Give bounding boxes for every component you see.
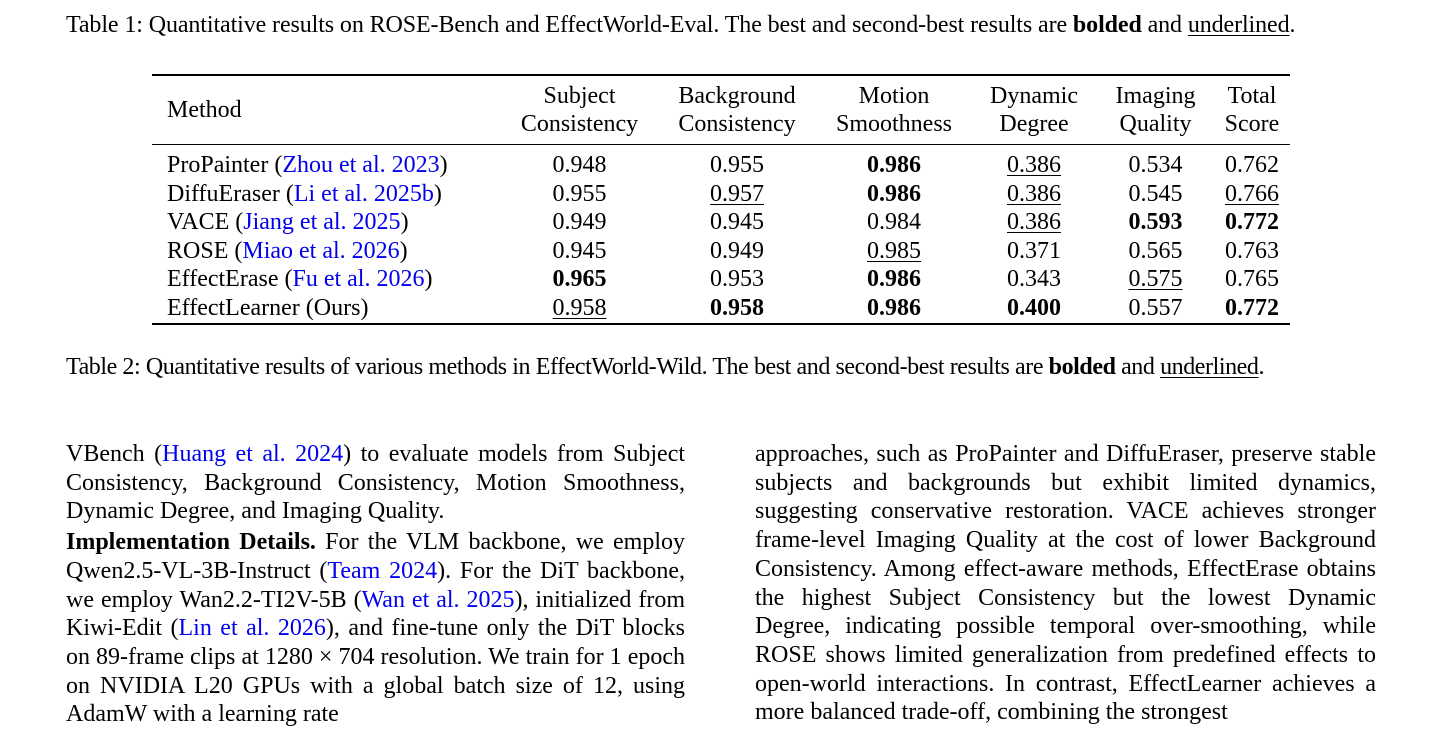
table-1-caption: Table 1: Quantitative results on ROSE-Be… xyxy=(66,11,1376,39)
score-cell: 0.386 xyxy=(1007,180,1061,207)
method-name: ROSE xyxy=(167,237,229,264)
score-cell: 0.945 xyxy=(552,237,607,264)
paragraph-comparison: approaches, such as ProPainter and Diffu… xyxy=(755,441,1376,726)
score-cell: 0.986 xyxy=(867,180,921,207)
score-cell: 0.575 xyxy=(1128,266,1183,292)
score-cell: 0.955 xyxy=(552,180,607,207)
method-name: ProPainter xyxy=(167,152,269,178)
caption-text: Table 1: Quantitative results on ROSE-Be… xyxy=(66,12,1073,38)
score-cell: 0.545 xyxy=(1128,180,1183,207)
citation-link[interactable]: Huang et al. 2024 xyxy=(162,441,344,467)
score-cell: 0.958 xyxy=(502,293,657,325)
table-row: EffectErase (Fu et al. 2026) 0.965 0.953 0.… xyxy=(152,265,1290,294)
citation-link[interactable]: Lin et al. 2026 xyxy=(178,615,326,642)
table-row: VACE (Jiang et al. 2025) 0.949 0.945 0.984 0… xyxy=(152,208,1290,237)
score-cell: 0.762 xyxy=(1225,152,1279,178)
score-cell: 0.945 xyxy=(710,209,764,235)
method-cell: EffectErase (Fu et al. 2026) xyxy=(167,266,433,292)
score-cell: 0.958 xyxy=(657,293,817,325)
score-cell: 0.763 xyxy=(1225,237,1279,264)
score-cell: 0.949 xyxy=(552,209,607,235)
method-cell: ROSE (Miao et al. 2026) xyxy=(167,237,408,264)
citation-link[interactable]: Miao et al. 2026 xyxy=(242,237,400,264)
caption-period: . xyxy=(1289,12,1296,38)
method-cell: ProPainter (Zhou et al. 2023) xyxy=(167,152,448,178)
score-cell: 0.557 xyxy=(1097,293,1214,325)
table-row: DiffuEraser (Li et al. 2025b) 0.955 0.957 0… xyxy=(152,180,1290,209)
score-cell: 0.955 xyxy=(710,152,764,178)
citation-link[interactable]: Zhou et al. 2023 xyxy=(282,152,440,178)
method-header: Method xyxy=(152,74,502,145)
citation-link[interactable]: Wan et al. 2025 xyxy=(361,586,515,613)
score-cell: 0.565 xyxy=(1128,237,1183,264)
score-cell: 0.948 xyxy=(552,152,607,178)
caption-bold-word: bolded xyxy=(1072,12,1142,38)
citation-link[interactable]: Fu et al. 2026 xyxy=(292,266,425,292)
score-cell: 0.343 xyxy=(1007,266,1061,292)
col-header-imaging: Imaging Quality xyxy=(1097,74,1214,145)
score-cell: 0.772 xyxy=(1225,209,1279,235)
method-cell: EffectLearner (Ours) xyxy=(152,293,502,325)
score-cell: 0.984 xyxy=(867,209,921,235)
score-cell: 0.953 xyxy=(710,266,764,292)
score-cell: 0.765 xyxy=(1225,266,1279,292)
method-name: EffectLearner (Ours) xyxy=(167,294,369,321)
score-cell: 0.772 xyxy=(1214,293,1290,325)
score-cell: 0.965 xyxy=(552,266,607,292)
method-cell: VACE (Jiang et al. 2025) xyxy=(167,209,409,235)
score-cell: 0.985 xyxy=(867,237,921,264)
right-text-column: approaches, such as ProPainter and Diffu… xyxy=(755,440,1376,727)
citation-link[interactable]: Jiang et al. 2025 xyxy=(243,209,401,235)
score-cell: 0.593 xyxy=(1128,209,1183,235)
table-row: EffectLearner (Ours) 0.958 0.958 0.986 0.400… xyxy=(152,293,1290,325)
col-header-background: Background Consistency xyxy=(657,74,817,145)
table-2-caption: Table 2: Quantitative results of various… xyxy=(66,353,1376,381)
method-name: DiffuEraser xyxy=(167,180,280,207)
method-name: EffectErase xyxy=(167,266,279,292)
method-name: VACE xyxy=(167,209,230,235)
score-cell: 0.949 xyxy=(710,237,764,264)
implementation-heading: Implementation Details. xyxy=(66,529,316,556)
caption-bold-word: bolded xyxy=(1048,354,1116,380)
col-header-motion: Motion Smoothness xyxy=(817,74,971,145)
caption-text: Table 2: Quantitative results of various… xyxy=(66,354,1049,380)
method-cell: DiffuEraser (Li et al. 2025b) xyxy=(167,180,442,207)
paragraph-implementation: Implementation Details. For the VLM back… xyxy=(66,529,686,728)
table-body: ProPainter (Zhou et al. 2023) 0.948 0.955 0… xyxy=(152,145,1290,325)
caption-and: and xyxy=(1115,354,1161,380)
paragraph-vbench: VBench (Huang et al. 2024) to evaluate m… xyxy=(66,441,686,525)
col-header-total: Total Score xyxy=(1214,74,1290,145)
score-cell: 0.386 xyxy=(1007,152,1061,178)
table-row: ROSE (Miao et al. 2026) 0.945 0.949 0.985 0.… xyxy=(152,237,1290,266)
score-cell: 0.957 xyxy=(710,180,764,207)
table-header-row: Method Subject Consistency Background Cons… xyxy=(152,74,1290,145)
table-row: ProPainter (Zhou et al. 2023) 0.948 0.955 0… xyxy=(152,145,1290,180)
citation-link[interactable]: Team 2024 xyxy=(327,557,438,584)
score-cell: 0.371 xyxy=(1007,237,1061,264)
score-cell: 0.400 xyxy=(971,293,1097,325)
caption-period: . xyxy=(1258,354,1265,380)
col-header-dynamic: Dynamic Degree xyxy=(971,74,1097,145)
score-cell: 0.766 xyxy=(1225,180,1279,207)
col-header-subject: Subject Consistency xyxy=(502,74,657,145)
score-cell: 0.534 xyxy=(1128,152,1183,178)
caption-underline-word: underlined xyxy=(1160,354,1259,380)
score-cell: 0.986 xyxy=(817,293,971,325)
caption-underline-word: underlined xyxy=(1187,12,1290,38)
results-table: Method Subject Consistency Background Cons… xyxy=(152,74,1290,325)
caption-and: and xyxy=(1141,12,1188,38)
score-cell: 0.986 xyxy=(867,152,921,178)
citation-link[interactable]: Li et al. 2025b xyxy=(293,180,434,207)
score-cell: 0.386 xyxy=(1007,209,1061,235)
left-text-column: VBench (Huang et al. 2024) to evaluate m… xyxy=(66,440,685,729)
score-cell: 0.986 xyxy=(867,266,921,292)
